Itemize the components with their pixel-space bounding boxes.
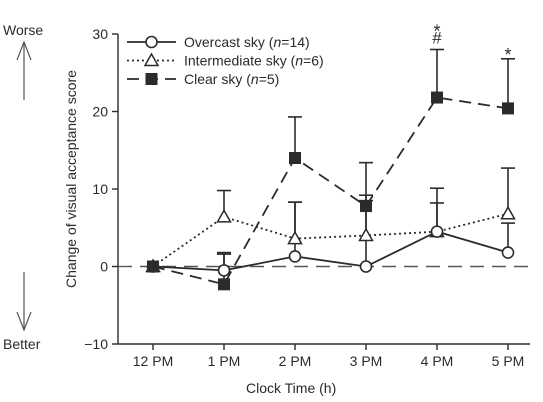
x-tick-label: 2 PM (279, 353, 312, 369)
x-tick-label: 5 PM (492, 353, 525, 369)
data-point (501, 246, 515, 259)
y-tick-label: −10 (84, 336, 108, 352)
x-tick-label: 4 PM (421, 353, 454, 369)
data-point (288, 250, 302, 263)
data-point (143, 52, 160, 67)
data-point (287, 230, 303, 245)
x-tick-label: 12 PM (133, 353, 173, 369)
better-arrow-icon (16, 311, 32, 332)
data-point (289, 152, 301, 164)
data-point (216, 208, 232, 223)
better-label: Better (3, 336, 41, 352)
y-tick-label: 10 (92, 181, 108, 197)
data-point (360, 200, 372, 213)
data-point (358, 227, 374, 242)
y-tick-label: 20 (92, 104, 108, 120)
significance-marker: * (433, 22, 440, 42)
series-line (152, 212, 509, 268)
data-point (218, 278, 230, 291)
data-point (217, 264, 231, 277)
y-tick-label: 0 (100, 259, 108, 275)
x-tick-label: 1 PM (208, 353, 241, 369)
data-point (147, 260, 159, 273)
legend-entry: Clear sky (n=5) (184, 71, 279, 87)
data-point (145, 35, 158, 49)
worse-label: Worse (3, 22, 44, 38)
data-point (431, 91, 443, 104)
worse-arrow-icon (16, 40, 32, 61)
significance-marker: * (504, 45, 511, 65)
x-axis-label: Clock Time (h) (246, 380, 337, 396)
data-point (359, 260, 373, 273)
data-point (145, 73, 158, 85)
y-axis-label: Change of visual acceptance score (63, 70, 79, 288)
data-point (502, 102, 514, 115)
legend-entry: Overcast sky (n=14) (184, 34, 310, 50)
x-tick-label: 3 PM (350, 353, 383, 369)
data-point (500, 205, 516, 220)
data-point (430, 225, 444, 238)
legend-entry: Intermediate sky (n=6) (184, 53, 324, 69)
series-line (152, 96, 509, 286)
y-tick-label: 30 (92, 26, 108, 42)
significance-marker: # (432, 29, 442, 48)
series-line (152, 230, 509, 272)
